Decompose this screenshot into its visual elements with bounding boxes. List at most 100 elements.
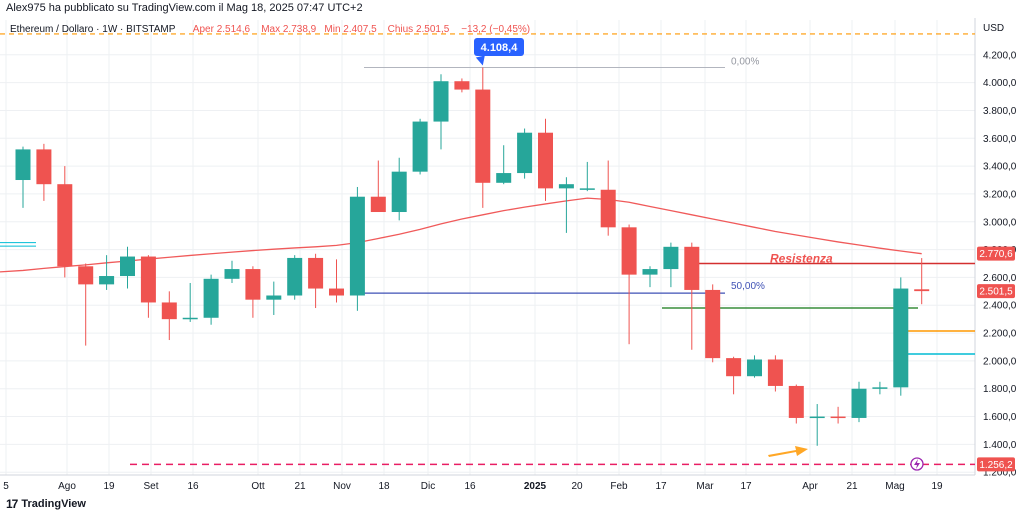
- y-tick-label: 3.800,0: [983, 106, 1017, 117]
- resistance-label: Resistenza: [770, 252, 833, 266]
- price-tag-label: 2.770,6: [979, 249, 1013, 260]
- candle-body: [370, 196, 386, 213]
- currency-label: USD: [983, 23, 1004, 34]
- x-tick-label: 19: [931, 481, 943, 492]
- y-tick-label: 3.600,0: [983, 134, 1017, 145]
- x-tick-label: 17: [655, 481, 667, 492]
- candle-body: [830, 416, 846, 419]
- candle-body: [182, 317, 198, 320]
- candle-body: [99, 276, 115, 285]
- y-tick-label: 2.000,0: [983, 356, 1017, 367]
- y-tick-label: 2.200,0: [983, 329, 1017, 340]
- candle-body: [538, 132, 553, 189]
- x-tick-label: Nov: [333, 481, 351, 492]
- x-tick-label: Set: [143, 481, 158, 492]
- candle-body: [705, 289, 721, 359]
- candle-body: [391, 171, 407, 213]
- x-tick-label: Dic: [421, 481, 435, 492]
- candle-body: [15, 149, 31, 181]
- x-tick-label: Ott: [251, 481, 265, 492]
- high-callout-pointer: [475, 55, 485, 66]
- candle-body: [496, 173, 512, 183]
- candle-body: [245, 269, 261, 300]
- x-tick-label: 21: [294, 481, 306, 492]
- tradingview-brand: 17 TradingView: [6, 497, 86, 511]
- candle-body: [726, 358, 742, 377]
- x-tick-label: Feb: [610, 481, 628, 492]
- price-tag-label: 2.501,5: [979, 287, 1013, 298]
- y-tick-label: 1.200,0: [983, 468, 1017, 479]
- y-tick-label: 3.400,0: [983, 162, 1017, 173]
- tradingview-logo-icon: 17: [6, 497, 18, 511]
- x-tick-label: Ago: [58, 481, 76, 492]
- candle-body: [454, 81, 470, 90]
- x-tick-label: 18: [378, 481, 390, 492]
- candle-body: [914, 289, 930, 292]
- candle-body: [684, 246, 700, 290]
- candle-body: [287, 257, 303, 296]
- candle-body: [579, 188, 595, 190]
- candle-body: [517, 132, 533, 174]
- candle-body: [57, 184, 73, 267]
- legend-item: Max 2.738,9: [261, 24, 316, 35]
- y-tick-label: 4.200,0: [983, 50, 1017, 61]
- y-tick-label: 1.400,0: [983, 440, 1017, 451]
- y-tick-label: 2.400,0: [983, 301, 1017, 312]
- high-callout-label: 4.108,4: [481, 42, 519, 54]
- x-tick-label: 20: [571, 481, 583, 492]
- price-tag-box: [977, 246, 1015, 261]
- candle-body: [809, 416, 825, 419]
- x-tick-label: 2025: [524, 481, 547, 492]
- candle-body: [78, 266, 94, 285]
- candle-body: [851, 388, 867, 418]
- y-tick-label: 4.000,0: [983, 78, 1017, 89]
- publisher-header: Alex975 ha pubblicato su TradingView.com…: [6, 2, 363, 14]
- y-tick-label: 1.600,0: [983, 412, 1017, 423]
- x-tick-label: 5: [3, 481, 9, 492]
- candle-body: [349, 196, 365, 296]
- lightning-icon: [914, 459, 920, 469]
- x-tick-label: 16: [187, 481, 199, 492]
- candle-body: [161, 302, 177, 320]
- legend-item: Min 2.407,5: [324, 24, 377, 35]
- candle-body: [412, 121, 428, 172]
- arrow-annotation-icon: [768, 446, 808, 457]
- candle-body: [872, 387, 888, 389]
- candle-body: [140, 256, 156, 303]
- candle-body: [747, 359, 762, 377]
- y-tick-label: 2.600,0: [983, 273, 1017, 284]
- legend-item: −13,2 (−0,45%): [461, 24, 530, 35]
- fib-top-label: 0,00%: [731, 57, 759, 68]
- y-tick-label: 1.800,0: [983, 384, 1017, 395]
- price-tag-box: [977, 457, 1015, 472]
- candle-body: [558, 184, 574, 189]
- x-tick-label: Mag: [885, 481, 904, 492]
- brand-name: TradingView: [21, 498, 86, 510]
- fib-mid-label: 50,00%: [731, 281, 765, 292]
- legend-item: Ethereum / Dollaro · 1W · BITSTAMP: [10, 24, 176, 35]
- price-tag-label: 1.256,2: [979, 460, 1013, 471]
- x-tick-label: 19: [103, 481, 115, 492]
- x-tick-label: Mar: [696, 481, 714, 492]
- candle-body: [767, 359, 783, 386]
- candle-body: [642, 269, 658, 275]
- legend-item: Aper 2.514,6: [193, 24, 251, 35]
- y-tick-label: 3.000,0: [983, 217, 1017, 228]
- candle-body: [893, 288, 909, 388]
- x-tick-label: 17: [740, 481, 752, 492]
- candle-body: [329, 288, 344, 296]
- candle-body: [433, 81, 449, 122]
- candle-body: [203, 278, 219, 318]
- candle-body: [266, 295, 282, 300]
- candle-body: [475, 89, 491, 183]
- candle-body: [621, 227, 637, 275]
- candle-body: [788, 385, 804, 418]
- high-callout-box: [474, 38, 524, 56]
- candle-body: [224, 269, 240, 279]
- candle-body: [308, 257, 324, 289]
- y-tick-label: 3.200,0: [983, 189, 1017, 200]
- x-tick-label: 21: [846, 481, 858, 492]
- candle-body: [120, 256, 135, 277]
- candle-body: [663, 246, 679, 270]
